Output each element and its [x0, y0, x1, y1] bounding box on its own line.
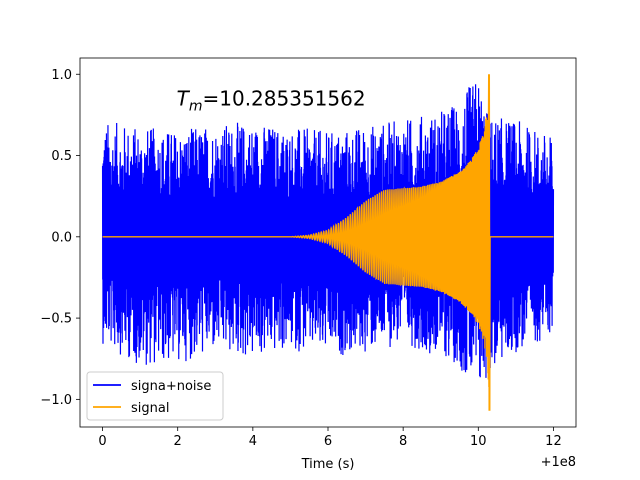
- annotation-rest: =10.285351562: [202, 87, 365, 111]
- series-line-signal: [102, 116, 554, 388]
- legend-box: [86, 371, 224, 421]
- y-tick-label: −1.0: [40, 393, 72, 408]
- x-tick-label: 6: [324, 434, 332, 449]
- x-tick-label: 12: [545, 434, 562, 449]
- y-tick-label: 0.0: [51, 230, 72, 245]
- annotation-text: Tm=10.285351562: [177, 87, 366, 115]
- y-tick-label: −0.5: [40, 312, 72, 327]
- axes: 0 2 4 6 8 10 12 −1.0 −0.5 0.0 0.5 1.0: [40, 68, 561, 449]
- y-tick-label: 0.5: [51, 149, 72, 164]
- series-line-signal-merger: [487, 74, 491, 411]
- legend: signa+noise signal: [86, 371, 224, 421]
- y-tick-label: 1.0: [51, 68, 72, 83]
- x-axis-label: Time (s): [301, 457, 355, 472]
- legend-label-signal: signal: [131, 401, 169, 416]
- x-tick-label: 0: [98, 434, 106, 449]
- plot-area: [101, 74, 555, 411]
- x-tick-label: 4: [249, 434, 257, 449]
- x-tick-label: 2: [174, 434, 182, 449]
- x-tick-label: 10: [470, 434, 487, 449]
- legend-label-signal-noise: signa+noise: [131, 379, 211, 394]
- annotation-sub: m: [189, 99, 203, 115]
- annotation-main: T: [177, 87, 191, 111]
- x-axis-offset-label: +1e8: [541, 455, 576, 470]
- x-tick-label: 8: [399, 434, 407, 449]
